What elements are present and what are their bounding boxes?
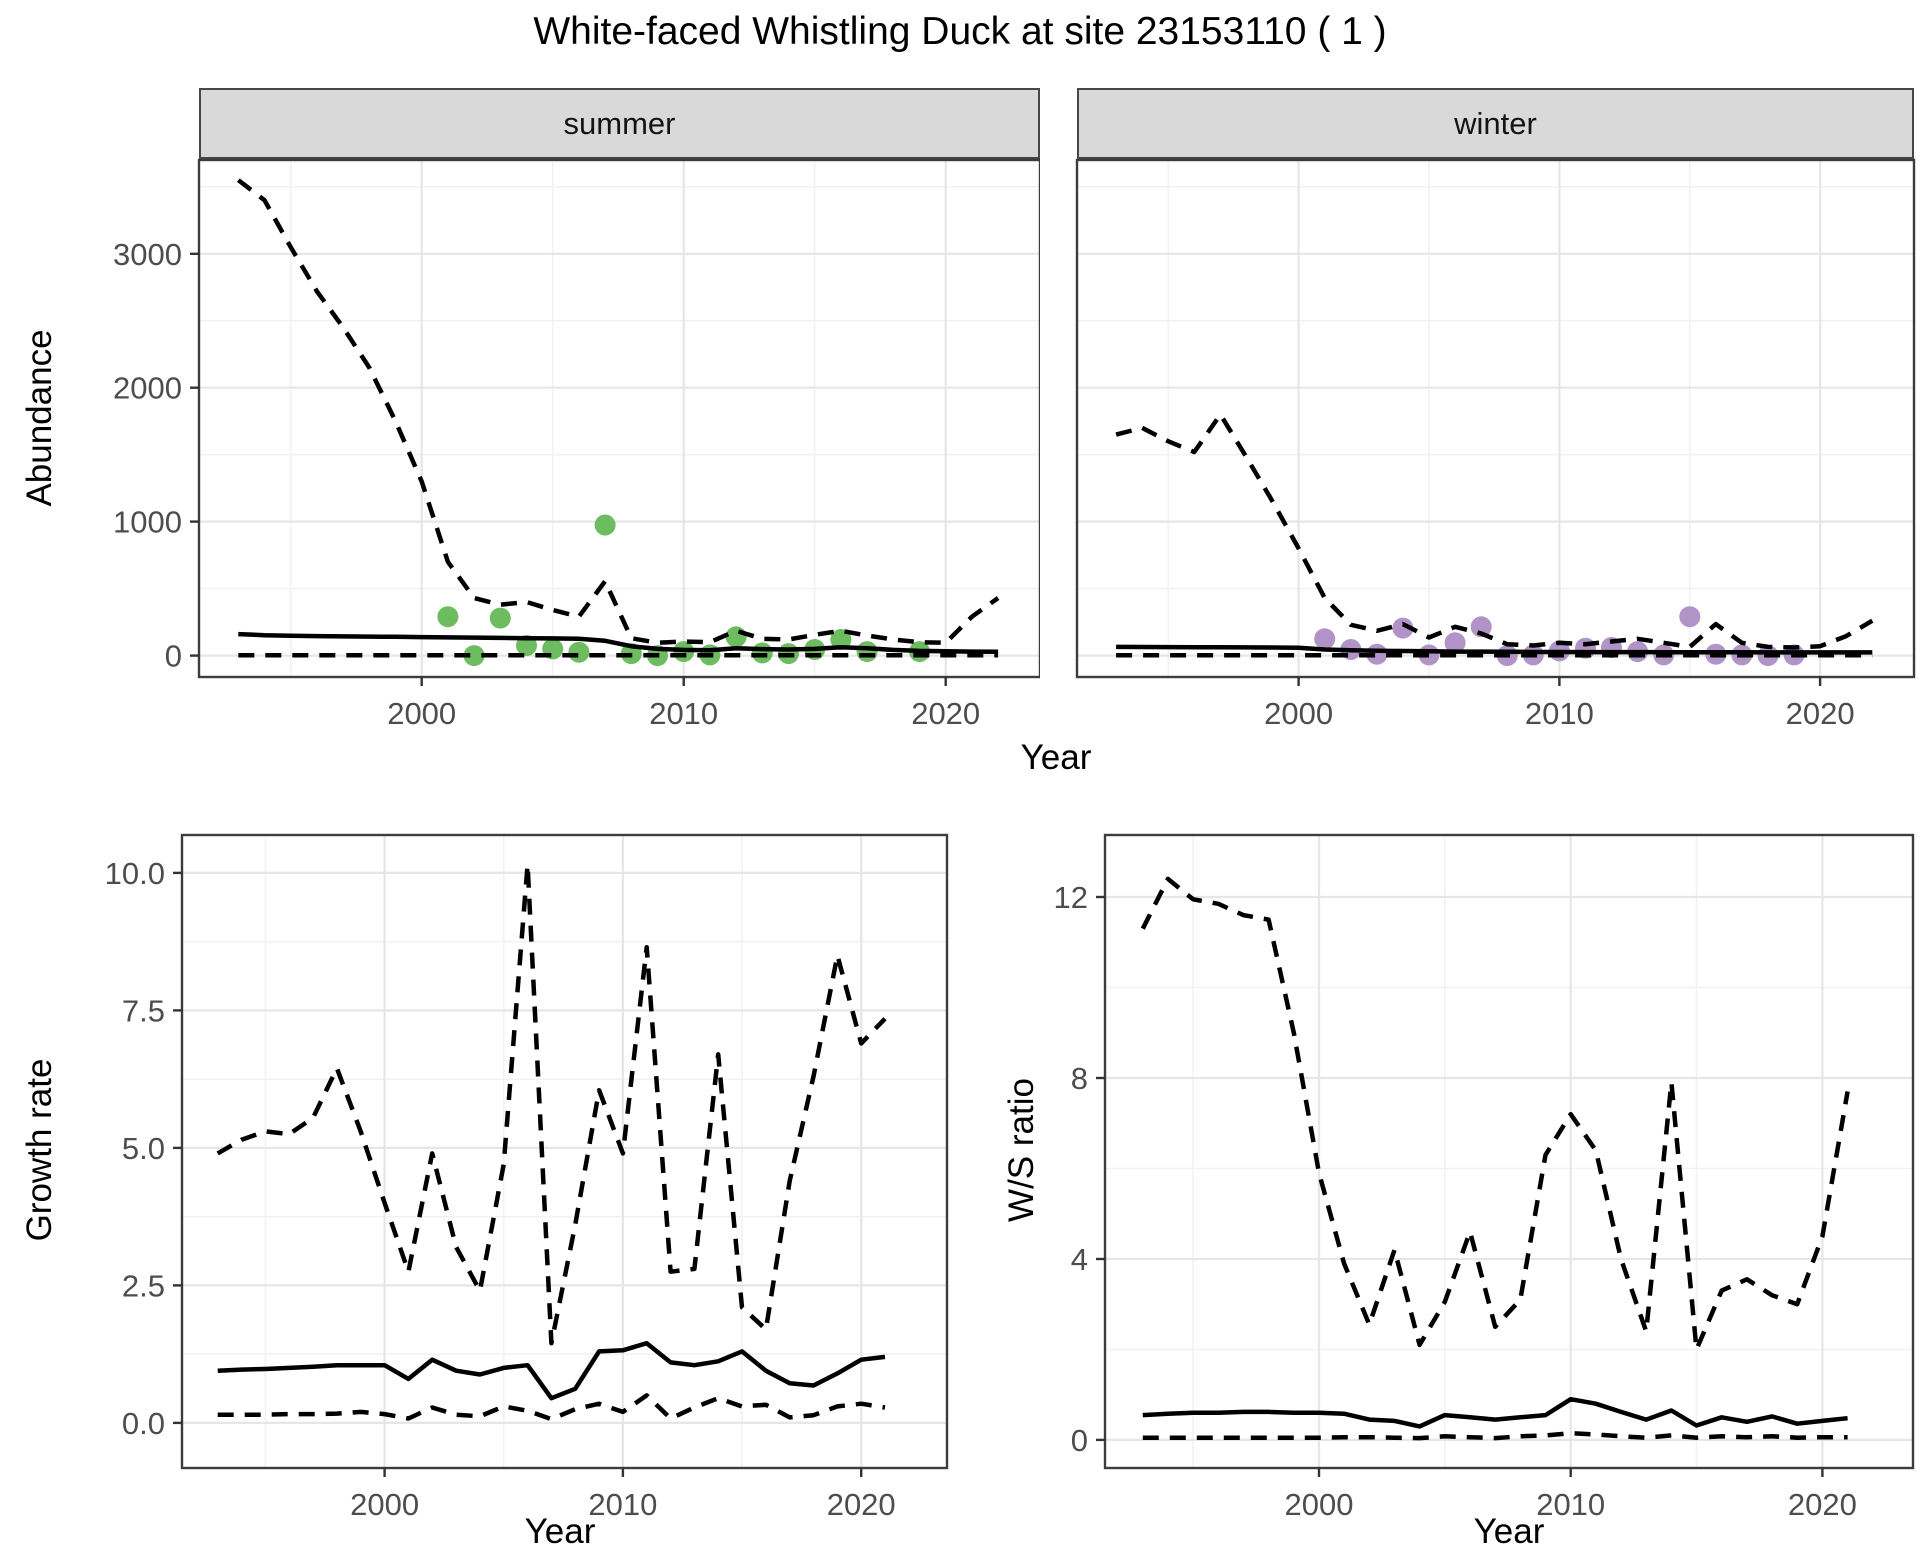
upper_ci-line (1140, 876, 1850, 1352)
facet-strip-summer: summer (199, 88, 1040, 159)
panel-abundance-winter: 2000 2010 2020 (1075, 158, 1916, 731)
observation-point (594, 514, 616, 536)
x-tick-label: 2020 (827, 1487, 896, 1522)
panel-growth-rate: 2000 2010 2020 0.0 2.5 5.0 7.5 10.0 (105, 833, 949, 1522)
median-line (1142, 1396, 1848, 1429)
x-tick-label: 2020 (1786, 696, 1855, 731)
observation-point (751, 642, 773, 664)
median-line (1116, 644, 1873, 655)
panel-border (197, 158, 1040, 679)
observation-point (856, 641, 878, 663)
panel-background (199, 160, 1040, 677)
lower_ci-line (217, 1393, 886, 1422)
x-tick-label: 2000 (1264, 696, 1333, 731)
y-tick-label: 10.0 (105, 856, 165, 891)
median-line (238, 631, 999, 655)
observation-point (463, 645, 485, 667)
panel-border (1075, 158, 1916, 679)
upper_ci-line (216, 862, 887, 1346)
y-tick-label: 7.5 (122, 993, 165, 1028)
y-axis-label-abundance: Abundance (20, 329, 59, 507)
upper_ci-line (1115, 412, 1874, 650)
panel-border (1103, 833, 1915, 1470)
observation-point (1392, 617, 1414, 639)
y-tick-label: 4 (1071, 1242, 1088, 1277)
observation-point (1679, 606, 1701, 628)
panel-background (1077, 160, 1914, 677)
y-tick-label: 0 (165, 639, 182, 674)
x-axis-label-top: Year (1020, 738, 1092, 777)
median-line (217, 1340, 886, 1401)
y-tick-label: 5.0 (122, 1131, 165, 1166)
y-tick-label: 2000 (113, 371, 182, 406)
observation-point (437, 606, 459, 628)
lower_ci-line (1142, 1430, 1848, 1441)
x-tick-label: 2000 (1285, 1487, 1354, 1522)
panel-abundance-summer: 2000 2010 2020 0 1000 2000 3000 (113, 158, 1040, 731)
y-tick-label: 3000 (113, 237, 182, 272)
x-tick-label: 2010 (649, 696, 718, 731)
chart-title: White-faced Whistling Duck at site 23153… (533, 10, 1387, 53)
x-tick-label: 2010 (588, 1487, 657, 1522)
x-tick-label: 2020 (911, 696, 980, 731)
x-tick-label: 2020 (1788, 1487, 1857, 1522)
observation-point (489, 607, 511, 629)
y-tick-label: 8 (1071, 1061, 1088, 1096)
observation-point (830, 629, 852, 650)
x-tick-label: 2010 (1525, 696, 1594, 731)
observation-point (1314, 628, 1336, 650)
observation-point (725, 626, 747, 648)
y-tick-label: 0 (1071, 1423, 1088, 1458)
x-axis-label-growth-rate: Year (524, 1512, 596, 1551)
y-tick-label: 1000 (113, 505, 182, 540)
upper_ci-line (236, 178, 1000, 646)
panel-background (182, 835, 947, 1468)
y-tick-label: 2.5 (122, 1268, 165, 1303)
y-tick-label: 0.0 (122, 1406, 165, 1441)
panel-ws-ratio: 2000 2010 2020 0 4 8 12 (1054, 833, 1915, 1522)
panel-border (180, 833, 949, 1470)
x-axis-label-ws-ratio: Year (1473, 1512, 1545, 1551)
observation-point (1470, 616, 1492, 638)
observation-point (1444, 632, 1466, 654)
panel-background (1105, 835, 1913, 1468)
y-axis-label-growth-rate: Growth rate (20, 1058, 59, 1242)
x-tick-label: 2000 (350, 1487, 419, 1522)
y-tick-label: 12 (1054, 880, 1088, 915)
x-tick-label: 2000 (387, 696, 456, 731)
facet-strip-winter: winter (1077, 88, 1914, 159)
observation-point (568, 641, 590, 663)
x-tick-label: 2010 (1536, 1487, 1605, 1522)
